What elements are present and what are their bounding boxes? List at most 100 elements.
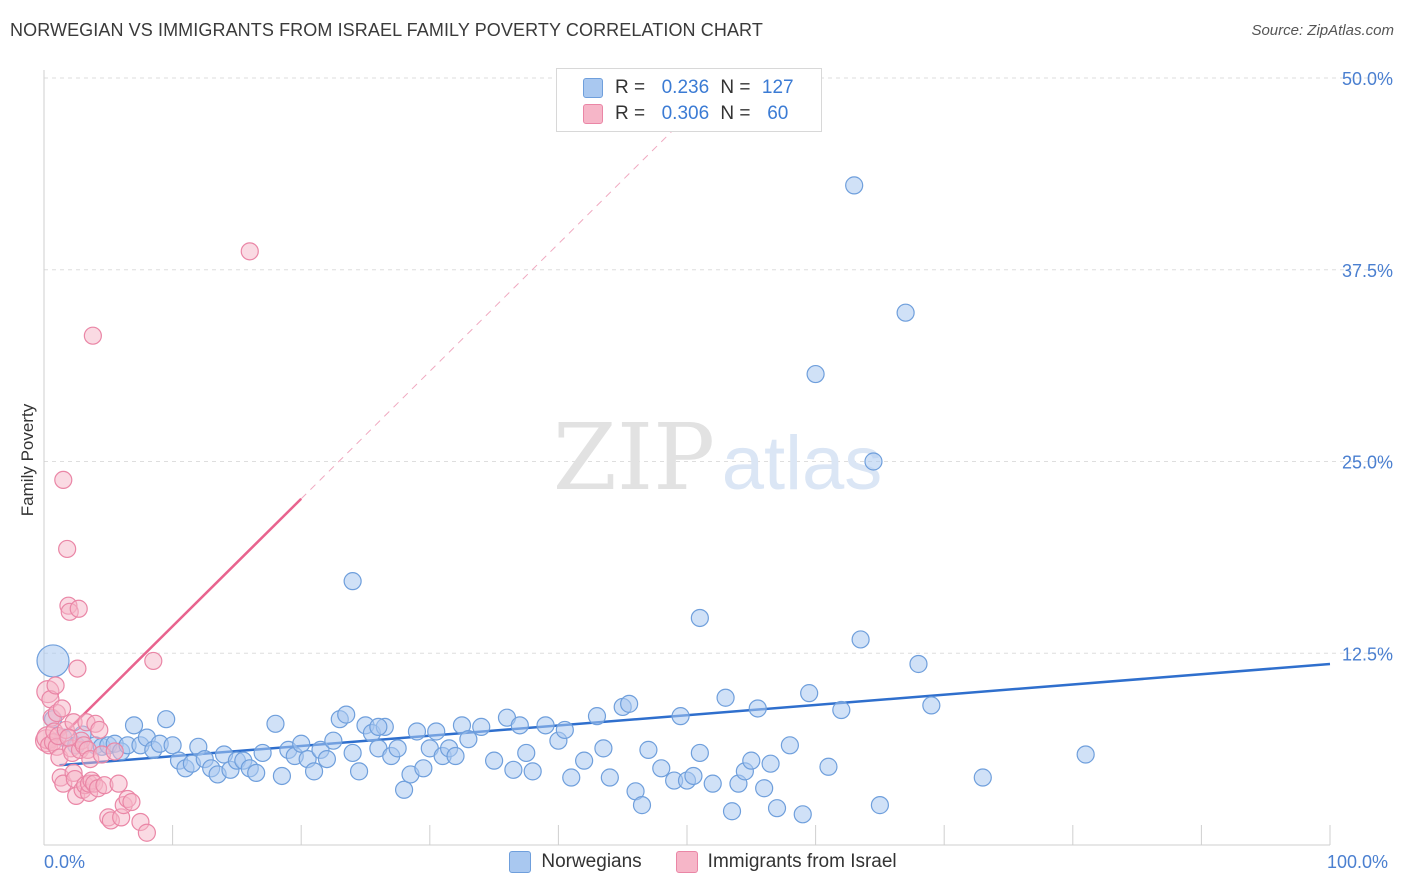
legend-item-norwegians[interactable]: Norwegians <box>509 851 642 873</box>
norwegians-point <box>594 739 613 758</box>
x-tick-min: 0.0% <box>44 852 86 872</box>
norwegians-point <box>703 774 722 793</box>
israel-point <box>83 326 102 345</box>
norwegians-point <box>324 731 343 750</box>
norwegians-point <box>620 694 639 713</box>
norwegians-point <box>690 743 709 763</box>
trend-layer <box>46 115 1331 767</box>
watermark-zip: ZIP <box>553 404 715 511</box>
legend-label-israel: Immigrants from Israel <box>707 851 897 872</box>
israel-point <box>240 242 259 261</box>
norwegians-point <box>349 762 369 781</box>
norwegians-point <box>343 743 362 763</box>
chart-title: NORWEGIAN VS IMMIGRANTS FROM ISRAEL FAMI… <box>10 20 763 40</box>
norwegians-point <box>832 700 851 720</box>
correlation-legend: R = 0.236 N = 127 R = 0.306 N = 60 <box>556 68 822 132</box>
norwegians-point <box>864 452 883 471</box>
norwegians-point <box>407 722 427 741</box>
source-label: Source: ZipAtlas.com <box>1251 22 1394 39</box>
legend-item-israel[interactable]: Immigrants from Israel <box>675 851 897 873</box>
israel-point <box>105 742 124 761</box>
norwegians-point <box>317 749 337 769</box>
norwegians-point <box>510 716 529 735</box>
norwegians-point <box>639 740 658 759</box>
watermark: ZIP atlas <box>553 404 882 511</box>
norwegians-point <box>767 799 787 818</box>
israel-points <box>34 242 259 842</box>
legend-swatch-norwegians <box>509 851 532 873</box>
norwegians-point <box>761 754 780 773</box>
norwegians-point <box>163 736 182 755</box>
norwegians-point <box>896 303 915 322</box>
legend-n-label: N = <box>720 77 751 98</box>
norwegians-point <box>247 763 266 783</box>
israel-point <box>59 728 78 747</box>
norwegians-point <box>632 796 652 815</box>
norwegians-point <box>909 654 928 674</box>
israel-point <box>90 720 109 740</box>
norwegians-point <box>124 716 144 735</box>
norwegians-point <box>755 779 774 798</box>
norwegians-point <box>446 746 465 766</box>
legend-n-label: N = <box>720 103 751 124</box>
norwegians-point <box>427 722 446 741</box>
norwegians-point <box>337 705 356 724</box>
norwegians-point <box>523 762 542 781</box>
norwegians-point <box>845 176 864 195</box>
norwegians-point <box>793 805 812 824</box>
israel-point <box>137 823 156 842</box>
y-tick-label: 12.5% <box>1342 644 1393 664</box>
norwegians-point <box>272 766 292 786</box>
israel-point <box>58 539 77 559</box>
norwegians-point <box>600 768 619 787</box>
norwegians-point <box>716 688 735 707</box>
norwegians-point <box>851 630 870 649</box>
norwegians-point <box>388 739 407 758</box>
norwegians-point <box>652 759 671 778</box>
norwegians-point <box>157 710 176 729</box>
norwegians-point <box>292 734 311 753</box>
norwegians-point <box>414 759 433 778</box>
legend-label-norwegians: Norwegians <box>541 851 642 872</box>
norwegians-point <box>806 364 825 384</box>
norwegians-point <box>369 717 388 736</box>
y-axis-label: Family Poverty <box>18 403 37 517</box>
norwegians-point <box>36 644 70 678</box>
norwegians-point <box>690 608 709 628</box>
norwegians-point <box>459 730 478 749</box>
israel-point <box>54 470 73 490</box>
israel-point <box>46 676 65 695</box>
norwegians-point <box>780 736 799 755</box>
legend-r-value: 0.306 <box>661 103 710 124</box>
series-legend: Norwegians Immigrants from Israel <box>0 851 1406 873</box>
legend-row-israel: R = 0.306 N = 60 <box>583 103 800 125</box>
israel-point <box>68 659 87 678</box>
norwegians-point <box>485 751 504 770</box>
norwegians-point <box>973 768 992 787</box>
norwegians-point <box>742 751 761 770</box>
grid-layer <box>44 77 1392 654</box>
norwegians-point <box>1076 745 1095 764</box>
norwegians-point <box>472 717 491 736</box>
x-tick-max: 100.0% <box>1327 852 1389 872</box>
legend-r-value: 0.236 <box>661 77 710 98</box>
israel-point <box>52 699 72 718</box>
norwegians-point <box>800 684 819 703</box>
norwegians-point <box>722 802 742 821</box>
norwegians-point <box>266 714 285 733</box>
norwegians-point <box>819 757 838 776</box>
israel-point <box>109 774 128 793</box>
israel-point <box>122 792 141 812</box>
axis-layer <box>43 70 1331 846</box>
legend-n-value: 127 <box>761 77 794 98</box>
norwegians-point <box>304 762 324 781</box>
y-tick-label: 25.0% <box>1342 453 1393 473</box>
legend-swatch-israel <box>675 851 698 873</box>
norwegians-point <box>748 699 767 718</box>
watermark-atlas: atlas <box>722 421 883 506</box>
norwegians-point <box>922 696 941 715</box>
norwegians-point <box>536 716 555 735</box>
norwegians-point <box>671 707 690 726</box>
norwegians-trend-line <box>59 662 1331 767</box>
